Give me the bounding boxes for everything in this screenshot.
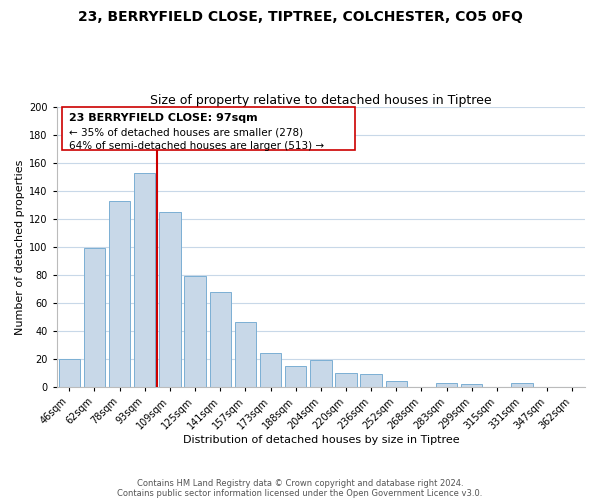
Bar xyxy=(461,384,482,387)
Y-axis label: Number of detached properties: Number of detached properties xyxy=(15,159,25,334)
Bar xyxy=(59,359,80,387)
Text: Contains public sector information licensed under the Open Government Licence v3: Contains public sector information licen… xyxy=(118,488,482,498)
Bar xyxy=(84,248,105,387)
Text: ← 35% of detached houses are smaller (278): ← 35% of detached houses are smaller (27… xyxy=(69,127,304,137)
Bar xyxy=(386,381,407,387)
Text: 64% of semi-detached houses are larger (513) →: 64% of semi-detached houses are larger (… xyxy=(69,141,325,151)
Bar xyxy=(235,322,256,387)
Bar xyxy=(109,200,130,387)
Bar xyxy=(134,173,155,387)
Bar xyxy=(511,382,533,387)
Text: Contains HM Land Registry data © Crown copyright and database right 2024.: Contains HM Land Registry data © Crown c… xyxy=(137,478,463,488)
Bar xyxy=(159,212,181,387)
Text: 23, BERRYFIELD CLOSE, TIPTREE, COLCHESTER, CO5 0FQ: 23, BERRYFIELD CLOSE, TIPTREE, COLCHESTE… xyxy=(77,10,523,24)
Bar xyxy=(285,366,307,387)
Title: Size of property relative to detached houses in Tiptree: Size of property relative to detached ho… xyxy=(150,94,491,107)
Bar xyxy=(209,292,231,387)
X-axis label: Distribution of detached houses by size in Tiptree: Distribution of detached houses by size … xyxy=(182,435,459,445)
Bar xyxy=(184,276,206,387)
Bar xyxy=(310,360,332,387)
Text: 23 BERRYFIELD CLOSE: 97sqm: 23 BERRYFIELD CLOSE: 97sqm xyxy=(69,113,258,123)
Bar xyxy=(361,374,382,387)
Bar xyxy=(436,382,457,387)
Bar xyxy=(260,353,281,387)
Bar xyxy=(335,373,356,387)
